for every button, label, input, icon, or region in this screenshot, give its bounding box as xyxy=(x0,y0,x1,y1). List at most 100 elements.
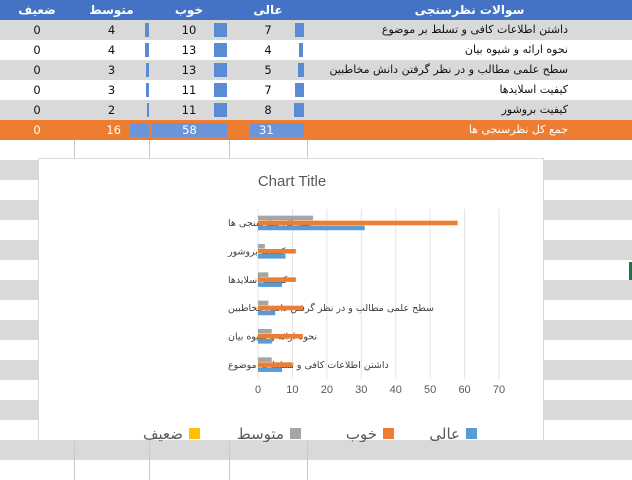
bar-good xyxy=(258,277,296,282)
cell-question[interactable]: کیفیت اسلایدها xyxy=(499,83,568,96)
average-databar xyxy=(145,43,149,57)
cell-average[interactable]: 4 xyxy=(107,23,116,37)
bar-good xyxy=(258,362,293,367)
empty-row xyxy=(0,440,632,460)
empty-row xyxy=(0,140,632,160)
average-databar xyxy=(146,83,149,97)
legend-label: ضعیف xyxy=(143,425,183,442)
cell-excellent[interactable]: 7 xyxy=(264,23,272,37)
cell-average[interactable]: 2 xyxy=(107,103,116,117)
good-databar xyxy=(214,43,227,57)
average-databar xyxy=(130,123,149,137)
header-question[interactable]: سوالات نظرسنجی xyxy=(414,3,525,17)
header-row: ضعیف متوسط خوب عالی سوالات نظرسنجی xyxy=(0,0,632,20)
bar-average xyxy=(258,357,272,362)
header-excellent[interactable]: عالی xyxy=(253,3,283,17)
x-tick-label: 30 xyxy=(355,384,367,396)
average-databar xyxy=(147,103,149,117)
table-row: 0 3 11 7 کیفیت اسلایدها xyxy=(0,80,632,100)
cell-average[interactable]: 4 xyxy=(107,43,116,57)
legend-swatch xyxy=(383,428,394,439)
x-tick-label: 60 xyxy=(458,384,470,396)
excellent-databar xyxy=(299,43,303,57)
excellent-databar xyxy=(295,83,304,97)
y-category-label: کیفیت بروشور xyxy=(227,247,286,258)
cell-question[interactable]: نحوه ارائه و شیوه بیان xyxy=(464,43,568,56)
bar-average xyxy=(258,300,269,306)
good-databar xyxy=(214,103,227,117)
survey-chart[interactable]: Chart Title010203040506070جمع کل نظرسنجی… xyxy=(38,158,544,442)
cell-weak[interactable]: 0 xyxy=(33,43,41,57)
bar-excellent xyxy=(258,254,286,259)
bar-good xyxy=(258,220,458,226)
cell-weak-total[interactable]: 0 xyxy=(33,123,41,137)
excellent-databar xyxy=(295,23,304,37)
cell-weak[interactable]: 0 xyxy=(33,23,41,37)
bar-excellent xyxy=(258,367,283,372)
cell-good-total[interactable]: 58 xyxy=(182,123,197,137)
x-tick-label: 70 xyxy=(493,384,505,396)
cell-weak[interactable]: 0 xyxy=(33,103,41,117)
cell-question[interactable]: کیفیت بروشور xyxy=(501,103,568,116)
cell-question[interactable]: سطح علمی مطالب و در نظر گرفتن دانش مخاطب… xyxy=(329,63,568,76)
cell-good[interactable]: 10 xyxy=(181,23,197,37)
bar-good xyxy=(258,305,303,311)
excellent-databar xyxy=(298,63,304,77)
bar-average xyxy=(258,329,272,334)
average-databar xyxy=(145,23,149,37)
selection-marker xyxy=(629,262,632,280)
bar-average xyxy=(258,215,314,221)
cell-average-total[interactable]: 16 xyxy=(106,123,121,137)
chart-canvas: Chart Title010203040506070جمع کل نظرسنجی… xyxy=(143,173,505,442)
excellent-databar xyxy=(250,123,304,137)
cell-average[interactable]: 3 xyxy=(107,83,116,97)
legend-swatch xyxy=(290,428,301,439)
cell-excellent[interactable]: 5 xyxy=(264,63,272,77)
cell-good[interactable]: 13 xyxy=(181,43,197,57)
cell-average[interactable]: 3 xyxy=(107,63,116,77)
cell-excellent-total[interactable]: 31 xyxy=(259,123,274,137)
cell-good[interactable]: 13 xyxy=(181,63,197,77)
cell-excellent[interactable]: 4 xyxy=(264,43,272,57)
header-good[interactable]: خوب xyxy=(174,3,204,17)
bar-good xyxy=(258,249,296,254)
cell-question-total[interactable]: جمع کل نظرسنجی ها xyxy=(468,123,568,136)
cell-excellent[interactable]: 7 xyxy=(264,83,272,97)
excellent-databar xyxy=(294,103,304,117)
average-databar xyxy=(146,63,149,77)
table-row: 0 4 10 7 داشتن اطلاعات کافی و تسلط بر مو… xyxy=(0,20,632,40)
cell-weak[interactable]: 0 xyxy=(33,83,41,97)
x-tick-label: 0 xyxy=(255,384,261,396)
bar-excellent xyxy=(258,339,272,344)
bar-good xyxy=(258,334,303,339)
bar-excellent xyxy=(258,310,276,316)
table-row: 0 4 13 4 نحوه ارائه و شیوه بیان xyxy=(0,40,632,60)
good-databar xyxy=(214,83,227,97)
legend-label: خوب xyxy=(346,425,377,442)
legend-label: عالی xyxy=(429,425,460,442)
table-row: 0 3 13 5 سطح علمی مطالب و در نظر گرفتن د… xyxy=(0,60,632,80)
y-category-label: کیفیت اسلایدها xyxy=(228,275,288,286)
good-databar xyxy=(214,63,227,77)
total-row: 0 16 58 31 جمع کل نظرسنجی ها xyxy=(0,120,632,140)
bar-average xyxy=(258,244,265,249)
cell-question[interactable]: داشتن اطلاعات کافی و تسلط بر موضوع xyxy=(381,23,568,36)
x-tick-label: 20 xyxy=(321,384,333,396)
good-databar xyxy=(214,23,227,37)
cell-excellent[interactable]: 8 xyxy=(264,103,272,117)
bar-excellent xyxy=(258,225,365,231)
table-row: 0 2 11 8 کیفیت بروشور xyxy=(0,100,632,120)
x-tick-label: 10 xyxy=(286,384,298,396)
x-tick-label: 50 xyxy=(424,384,436,396)
legend-label: متوسط xyxy=(237,425,284,442)
cell-good[interactable]: 11 xyxy=(181,83,197,97)
cell-good[interactable]: 11 xyxy=(181,103,197,117)
cell-weak[interactable]: 0 xyxy=(33,63,41,77)
empty-row xyxy=(0,460,632,480)
header-weak[interactable]: ضعیف xyxy=(18,3,56,17)
header-average[interactable]: متوسط xyxy=(89,3,134,17)
legend-swatch xyxy=(466,428,477,439)
y-category-label: سطح علمی مطالب و در نظر گرفتن دانش مخاطب… xyxy=(228,302,434,314)
chart-title: Chart Title xyxy=(258,173,326,190)
